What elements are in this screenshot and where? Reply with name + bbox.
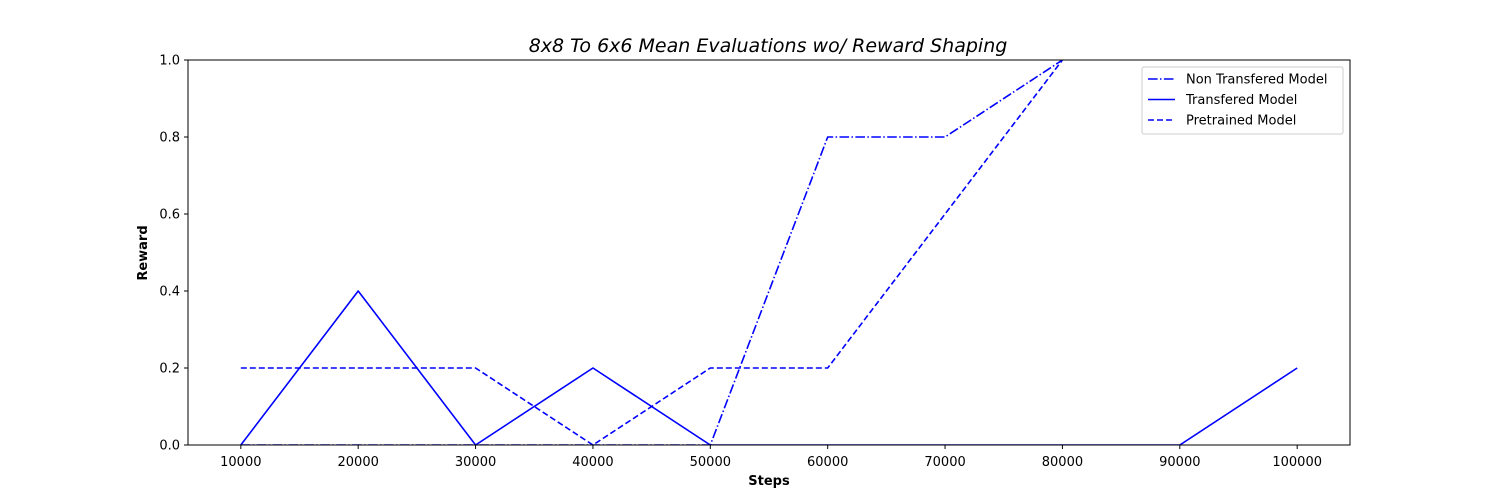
legend-label-3: Pretrained Model xyxy=(1186,114,1296,129)
legend-label-1: Non Transfered Model xyxy=(1186,73,1327,88)
x-axis: 10000 20000 30000 40000 50000 60000 70000 80000… xyxy=(220,445,1322,470)
chart-title: 8x8 To 6x6 Mean Evaluations wo/ Reward S… xyxy=(529,35,1008,57)
y-tick-label: 0.4 xyxy=(159,285,180,300)
x-tick-label: 100000 xyxy=(1272,455,1322,470)
plot-area xyxy=(187,59,1351,446)
legend: Non Transfered Model Transfered Model Pret… xyxy=(1141,66,1344,135)
x-tick-label: 60000 xyxy=(807,455,848,470)
y-tick-label: 0.2 xyxy=(159,362,180,377)
series-line-3 xyxy=(240,60,1064,445)
y-axis-label: Reward xyxy=(136,225,151,280)
y-tick-label: 1.0 xyxy=(159,54,180,69)
y-axis: 0.0 0.2 0.4 0.6 0.8 1.0 xyxy=(159,54,188,454)
y-tick-label: 0.0 xyxy=(159,439,180,454)
plot-frame xyxy=(187,59,1351,446)
series-layer xyxy=(240,60,1298,445)
series-line-1 xyxy=(240,60,1063,445)
y-tick-label: 0.8 xyxy=(159,131,180,146)
x-tick-label: 40000 xyxy=(572,455,613,470)
x-tick-label: 90000 xyxy=(1159,455,1200,470)
x-tick-label: 50000 xyxy=(690,455,731,470)
x-tick-label: 70000 xyxy=(924,455,965,470)
legend-box xyxy=(1141,66,1344,135)
x-axis-label: Steps xyxy=(748,474,790,489)
x-tick-label: 10000 xyxy=(220,455,261,470)
x-tick-label: 80000 xyxy=(1042,455,1083,470)
x-tick-label: 20000 xyxy=(338,455,379,470)
y-tick-label: 0.6 xyxy=(159,208,180,223)
x-tick-label: 30000 xyxy=(455,455,496,470)
legend-label-2: Transfered Model xyxy=(1185,93,1297,108)
